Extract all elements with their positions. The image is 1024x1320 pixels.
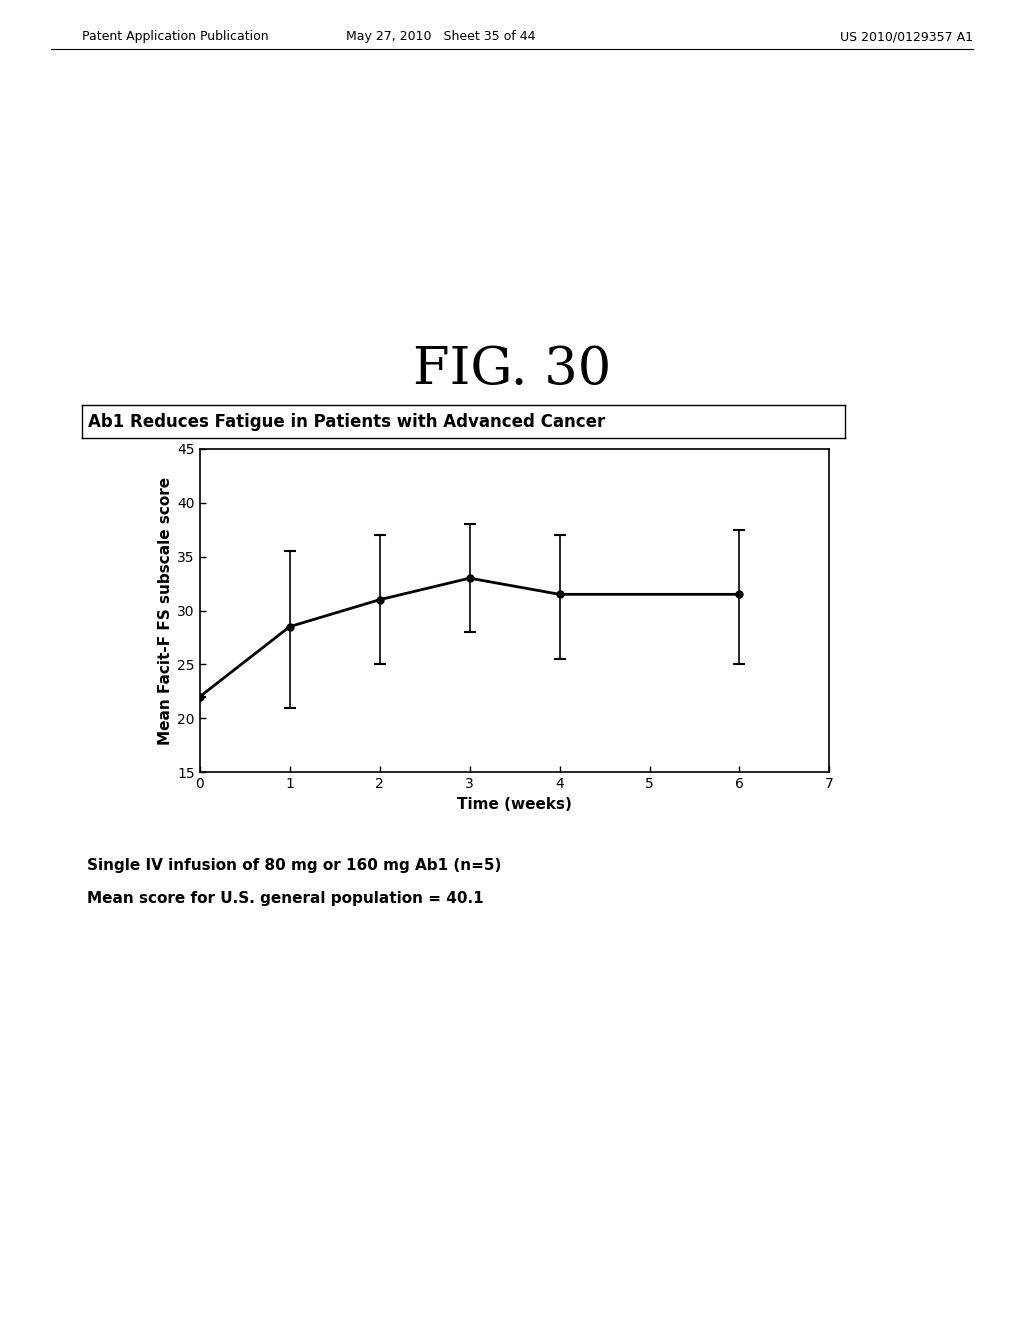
Y-axis label: Mean Facit-F FS subscale score: Mean Facit-F FS subscale score <box>158 477 173 744</box>
Text: May 27, 2010   Sheet 35 of 44: May 27, 2010 Sheet 35 of 44 <box>345 30 536 44</box>
Text: US 2010/0129357 A1: US 2010/0129357 A1 <box>840 30 973 44</box>
X-axis label: Time (weeks): Time (weeks) <box>457 796 572 812</box>
Text: Mean score for U.S. general population = 40.1: Mean score for U.S. general population =… <box>87 891 483 906</box>
Text: FIG. 30: FIG. 30 <box>413 345 611 395</box>
Text: Patent Application Publication: Patent Application Publication <box>82 30 268 44</box>
Text: Ab1 Reduces Fatigue in Patients with Advanced Cancer: Ab1 Reduces Fatigue in Patients with Adv… <box>88 413 605 430</box>
Text: Single IV infusion of 80 mg or 160 mg Ab1 (n=5): Single IV infusion of 80 mg or 160 mg Ab… <box>87 858 502 873</box>
